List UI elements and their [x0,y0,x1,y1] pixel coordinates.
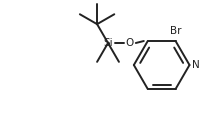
Text: Br: Br [170,26,181,36]
Text: Si: Si [103,38,113,48]
Text: O: O [126,38,134,48]
Text: N: N [192,60,200,70]
